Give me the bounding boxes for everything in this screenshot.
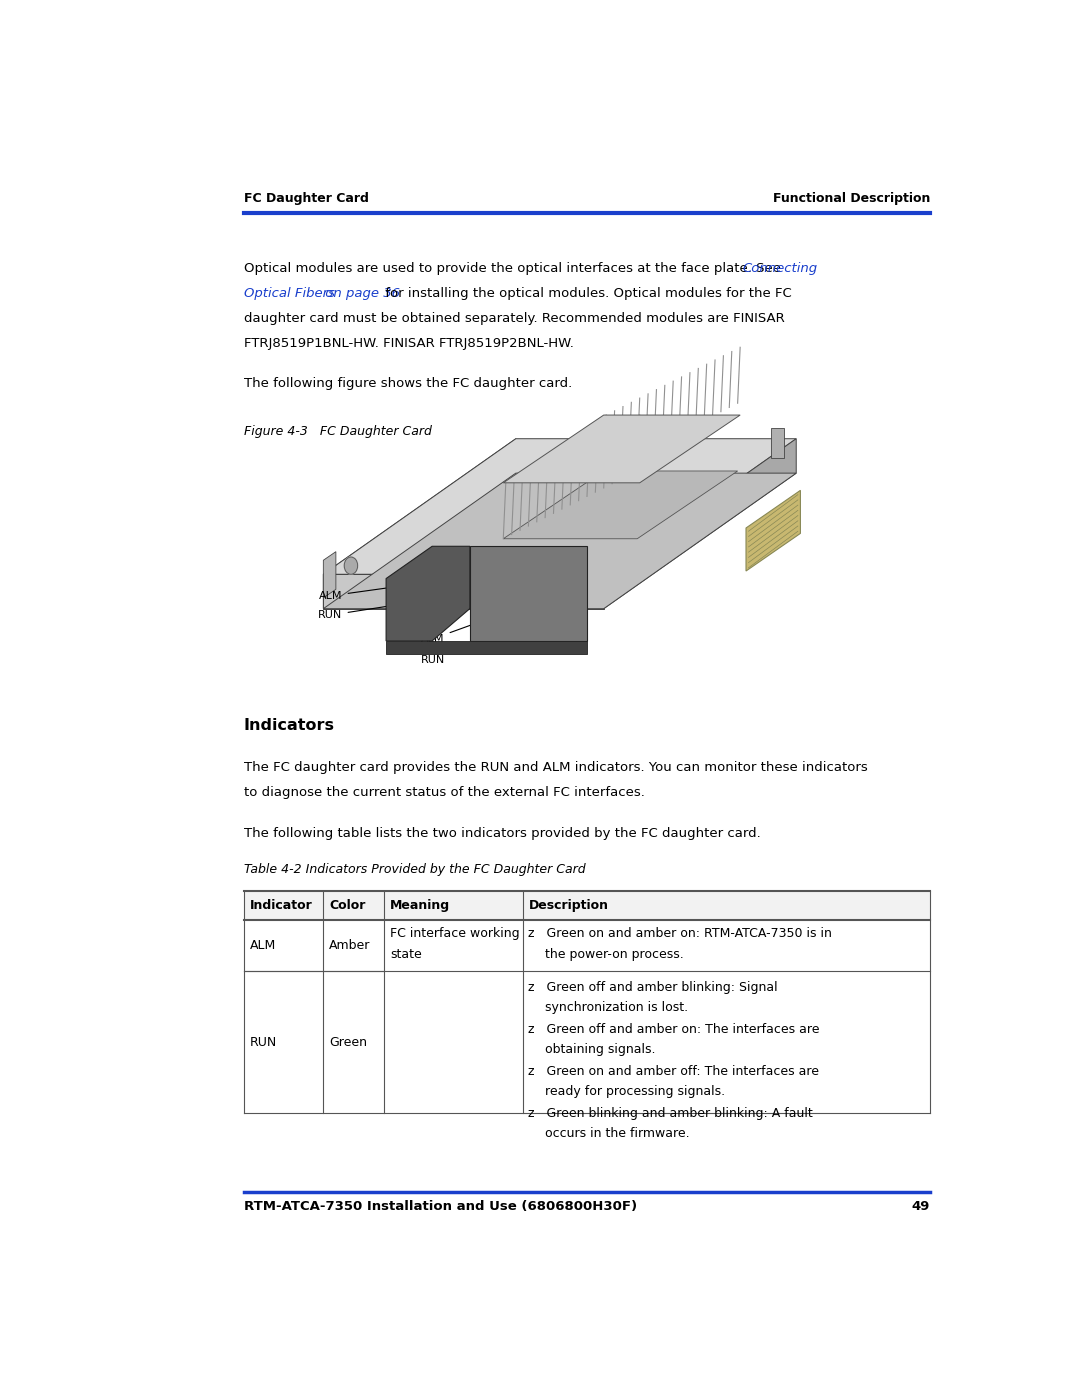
Text: 49: 49: [912, 1200, 930, 1214]
Polygon shape: [746, 490, 800, 571]
Text: synchronization is lost.: synchronization is lost.: [545, 1002, 688, 1014]
Polygon shape: [323, 552, 336, 598]
Text: Functional Description: Functional Description: [773, 193, 930, 205]
Text: occurs in the firmware.: occurs in the firmware.: [545, 1127, 690, 1140]
Text: RUN: RUN: [249, 1035, 276, 1049]
Text: on page 36: on page 36: [321, 286, 400, 300]
Text: Color: Color: [329, 898, 365, 911]
Text: Figure 4-3   FC Daughter Card: Figure 4-3 FC Daughter Card: [244, 425, 432, 437]
Text: z   Green on and amber on: RTM-ATCA-7350 is in: z Green on and amber on: RTM-ATCA-7350 i…: [528, 928, 833, 940]
Text: FC interface working: FC interface working: [390, 928, 519, 940]
Text: FTRJ8519P1BNL-HW. FINISAR FTRJ8519P2BNL-HW.: FTRJ8519P1BNL-HW. FINISAR FTRJ8519P2BNL-…: [244, 337, 573, 349]
Text: RUN: RUN: [319, 606, 390, 620]
Text: Amber: Amber: [329, 939, 370, 951]
Polygon shape: [323, 439, 796, 574]
Text: RUN: RUN: [420, 640, 484, 665]
Text: z   Green off and amber blinking: Signal: z Green off and amber blinking: Signal: [528, 981, 778, 993]
Text: Table 4-2 Indicators Provided by the FC Daughter Card: Table 4-2 Indicators Provided by the FC …: [244, 862, 585, 876]
Text: the power-on process.: the power-on process.: [545, 947, 684, 961]
Text: Indicators: Indicators: [244, 718, 335, 733]
Text: ALM: ALM: [249, 939, 275, 951]
Text: Optical Fibers: Optical Fibers: [244, 286, 335, 300]
Text: Description: Description: [528, 898, 608, 911]
Text: z   Green off and amber on: The interfaces are: z Green off and amber on: The interfaces…: [528, 1023, 820, 1035]
Text: state: state: [390, 947, 422, 961]
Bar: [244, 890, 930, 919]
Text: The following table lists the two indicators provided by the FC daughter card.: The following table lists the two indica…: [244, 827, 760, 840]
Text: Connecting: Connecting: [743, 263, 818, 275]
Polygon shape: [323, 574, 604, 609]
Text: ALM: ALM: [319, 588, 390, 601]
Text: Green: Green: [329, 1035, 367, 1049]
Bar: [244, 890, 930, 1113]
Text: The following figure shows the FC daughter card.: The following figure shows the FC daught…: [244, 377, 572, 390]
Polygon shape: [470, 546, 588, 641]
Text: Indicator: Indicator: [249, 898, 312, 911]
Text: for installing the optical modules. Optical modules for the FC: for installing the optical modules. Opti…: [381, 286, 792, 300]
Text: RTM-ATCA-7350 Installation and Use (6806800H30F): RTM-ATCA-7350 Installation and Use (6806…: [244, 1200, 637, 1214]
Text: obtaining signals.: obtaining signals.: [545, 1044, 656, 1056]
Text: ALM: ALM: [421, 620, 484, 644]
Text: The FC daughter card provides the RUN and ALM indicators. You can monitor these : The FC daughter card provides the RUN an…: [244, 761, 867, 774]
Text: FC Daughter Card: FC Daughter Card: [244, 193, 368, 205]
Text: ready for processing signals.: ready for processing signals.: [545, 1085, 726, 1098]
Polygon shape: [503, 471, 738, 539]
Polygon shape: [604, 439, 796, 609]
Polygon shape: [387, 546, 470, 641]
Text: z   Green blinking and amber blinking: A fault: z Green blinking and amber blinking: A f…: [528, 1106, 813, 1120]
Circle shape: [345, 557, 357, 574]
Text: z   Green on and amber off: The interfaces are: z Green on and amber off: The interfaces…: [528, 1065, 820, 1077]
Polygon shape: [771, 427, 784, 458]
Polygon shape: [387, 641, 588, 654]
Text: to diagnose the current status of the external FC interfaces.: to diagnose the current status of the ex…: [244, 787, 645, 799]
Polygon shape: [323, 474, 796, 609]
Text: Optical modules are used to provide the optical interfaces at the face plate. Se: Optical modules are used to provide the …: [244, 263, 785, 275]
Polygon shape: [503, 415, 740, 483]
Polygon shape: [323, 439, 516, 609]
Text: Meaning: Meaning: [390, 898, 450, 911]
Text: daughter card must be obtained separately. Recommended modules are FINISAR: daughter card must be obtained separatel…: [244, 312, 784, 324]
